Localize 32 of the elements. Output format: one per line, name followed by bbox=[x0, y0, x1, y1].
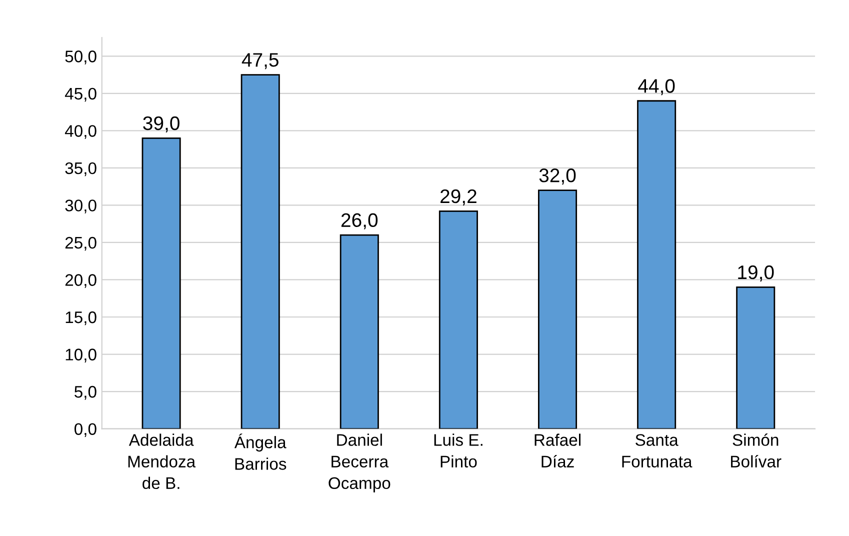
data-label: 26,0 bbox=[341, 213, 378, 230]
y-tick-label: 50,0 bbox=[65, 50, 96, 64]
y-tick-label: 15,0 bbox=[66, 311, 96, 326]
y-tick-label: 45,0 bbox=[64, 88, 96, 102]
data-label: 44,0 bbox=[638, 79, 675, 96]
bar bbox=[240, 74, 280, 429]
y-tick-label: 10,0 bbox=[66, 348, 96, 362]
bar bbox=[637, 100, 676, 429]
data-label: 47,5 bbox=[242, 53, 278, 70]
x-tick-label: Luis E. Pinto bbox=[434, 434, 482, 468]
bar bbox=[736, 286, 776, 429]
bar bbox=[538, 190, 578, 429]
x-tick-label: Daniel Becerra Ocampo bbox=[328, 434, 390, 492]
y-tick-label: 20,0 bbox=[65, 274, 96, 288]
y-tick-label: 35,0 bbox=[65, 162, 96, 176]
bar bbox=[142, 137, 181, 429]
x-tick-label: Rafael Díaz bbox=[534, 434, 580, 468]
x-tick-label: Ángela Barrios bbox=[234, 434, 286, 470]
x-tick-label: Adelaida Mendoza de B. bbox=[128, 434, 196, 490]
y-tick-label: 40,0 bbox=[64, 125, 96, 139]
data-label: 19,0 bbox=[738, 265, 774, 282]
y-tick-label: 0,0 bbox=[74, 423, 96, 437]
bar bbox=[340, 234, 379, 429]
data-label: 29,2 bbox=[440, 189, 476, 206]
data-label: 39,0 bbox=[143, 116, 180, 132]
y-tick-label: 30,0 bbox=[65, 200, 96, 214]
y-tick-label: 5,0 bbox=[74, 386, 96, 400]
data-label: 32,0 bbox=[539, 168, 576, 185]
x-tick-label: Simón Bolívar bbox=[731, 433, 782, 468]
x-tick-label: Santa Fortunata bbox=[622, 434, 692, 468]
bar bbox=[438, 210, 478, 429]
y-tick-label: 25,0 bbox=[65, 236, 96, 251]
